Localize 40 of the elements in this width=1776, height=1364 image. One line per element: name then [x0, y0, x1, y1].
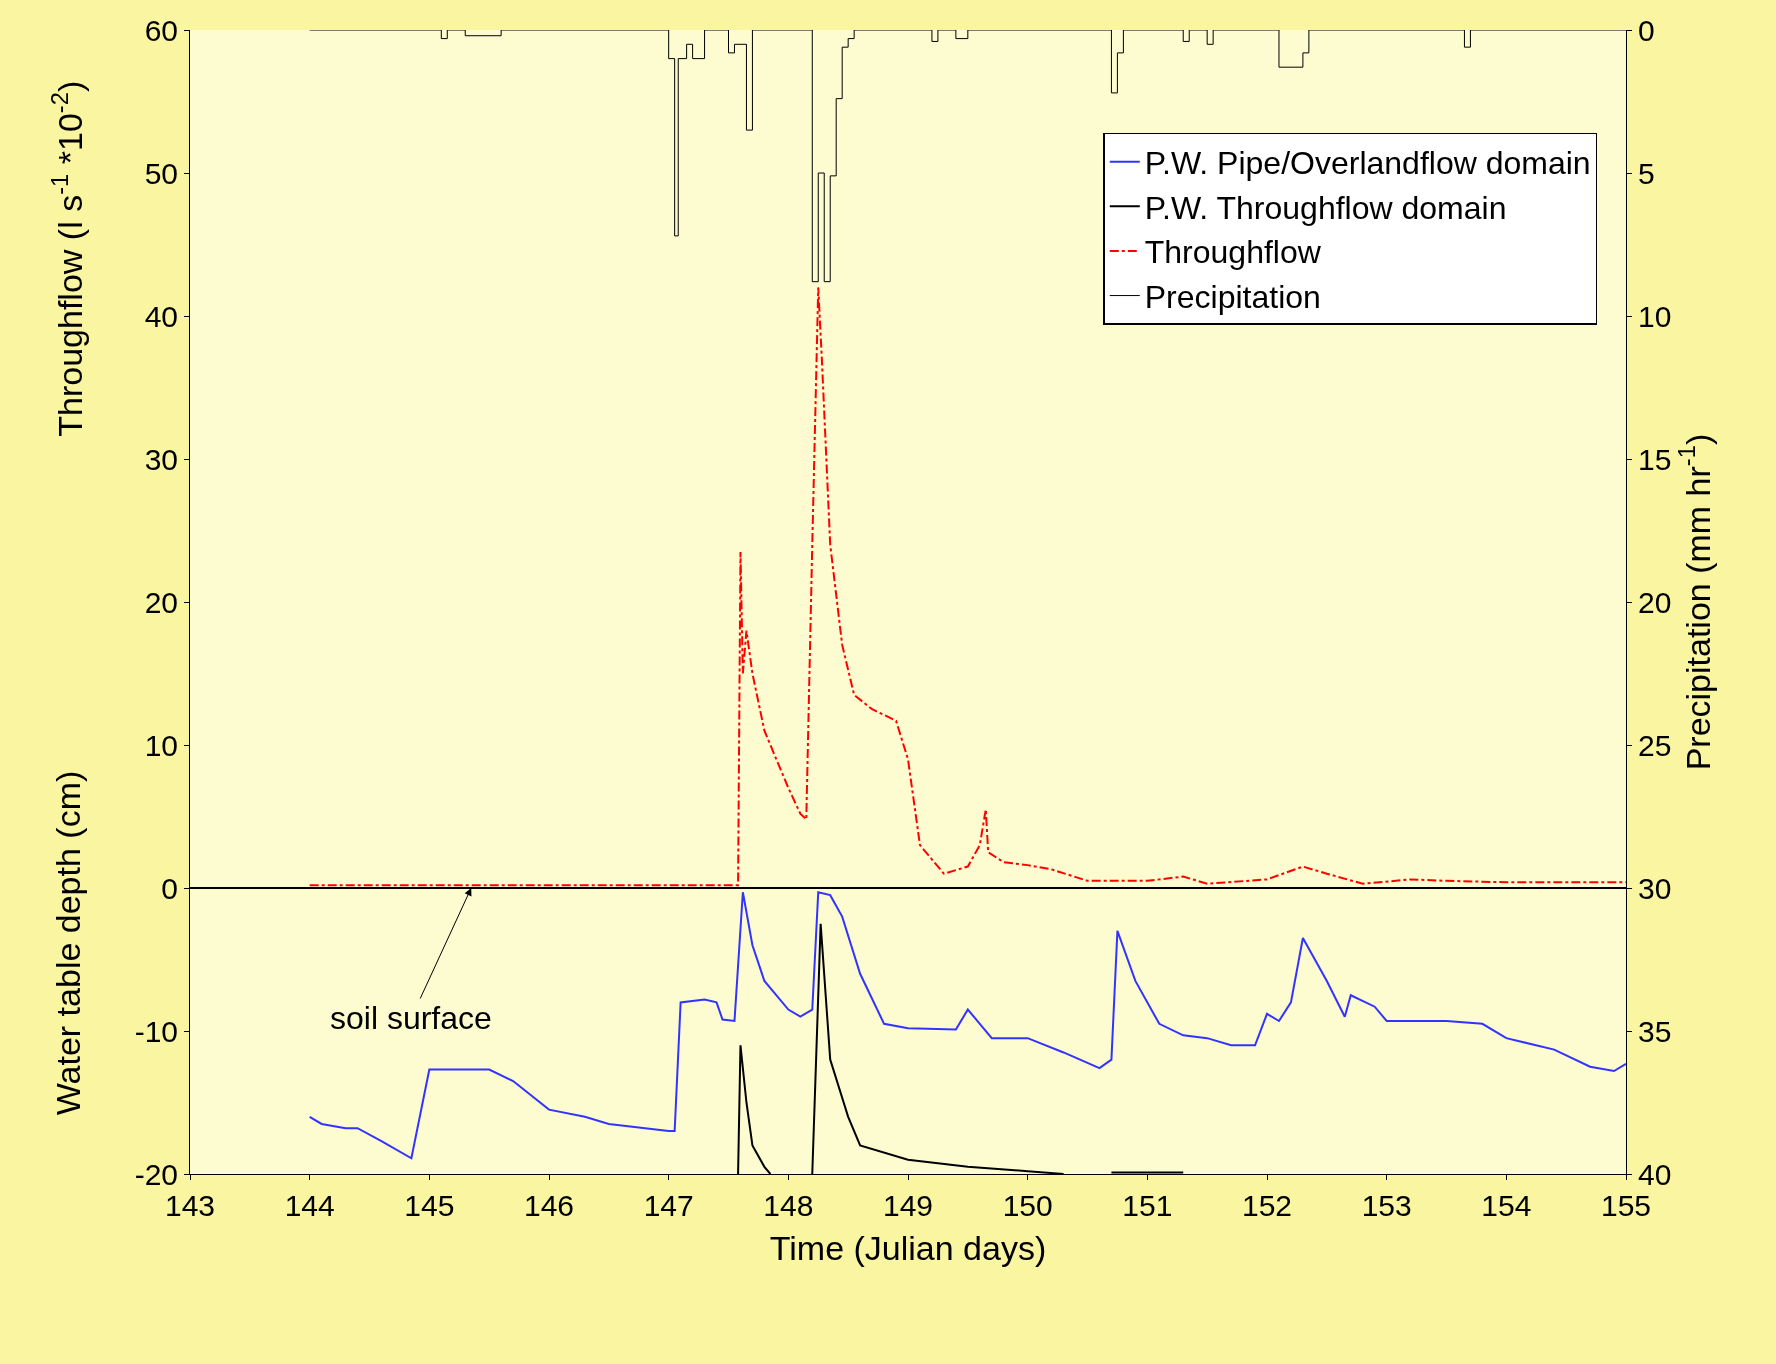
x-axis-title: Time (Julian days)	[769, 1229, 1047, 1268]
y2-tick-label: 30	[1638, 871, 1672, 905]
x-tick-label: 151	[1122, 1189, 1173, 1222]
y2-tick-label: 15	[1638, 442, 1672, 476]
line-series	[308, 286, 1626, 887]
x-tick-label: 152	[1241, 1189, 1293, 1222]
y-tick-label: 60	[144, 13, 178, 47]
x-tick-label: 153	[1361, 1189, 1412, 1222]
y-tick-label: 10	[144, 728, 178, 762]
y2-tick-label: 40	[1638, 1157, 1672, 1191]
y2-tick-label: 20	[1638, 585, 1672, 619]
legend-label: P.W. Throughflow domain	[1144, 189, 1507, 226]
y-tick-label: 0	[161, 871, 178, 905]
y-tick-label: -20	[134, 1157, 178, 1191]
legend-label: P.W. Pipe/Overlandflow domain	[1144, 145, 1591, 182]
annotation: soil surface	[330, 1000, 492, 1036]
y-tick-label: 20	[144, 585, 178, 619]
y-tick-label: 40	[144, 299, 178, 333]
legend-label: Throughflow	[1144, 234, 1322, 271]
x-tick-label: 148	[763, 1189, 814, 1222]
y2-tick-label: 35	[1638, 1014, 1672, 1048]
y-tick-label: 50	[144, 156, 178, 190]
x-tick-label: 155	[1600, 1189, 1652, 1222]
x-tick-label: 147	[643, 1189, 694, 1222]
legend-label: Precipitation	[1144, 279, 1321, 316]
x-tick-label: 144	[284, 1189, 335, 1222]
y2-tick-label: 10	[1638, 299, 1672, 333]
y-tick-label: 30	[144, 442, 178, 476]
y2-tick-label: 25	[1638, 728, 1672, 762]
y2-tick-label: 0	[1638, 13, 1655, 47]
x-tick-label: 154	[1481, 1189, 1532, 1222]
y2-tick-label: 5	[1638, 156, 1655, 190]
x-tick-label: 146	[523, 1189, 575, 1222]
text: Water table depth (cm)	[48, 770, 87, 1116]
y-tick-label: -10	[134, 1014, 178, 1048]
line-series	[308, 891, 1626, 1160]
x-tick-label: 145	[404, 1189, 455, 1222]
x-tick-label: 150	[1002, 1189, 1053, 1222]
x-tick-label: 149	[882, 1189, 934, 1222]
x-tick-label: 143	[164, 1189, 216, 1222]
